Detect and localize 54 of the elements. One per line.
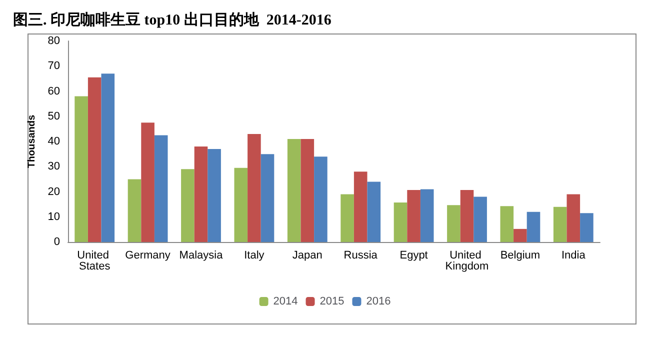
y-tick-label: 40 — [48, 136, 60, 148]
bar — [460, 190, 474, 242]
x-tick-label: India — [561, 250, 586, 262]
bar — [194, 146, 208, 242]
x-tick-label: Belgium — [500, 250, 540, 262]
y-tick-label: 0 — [54, 236, 60, 248]
x-tick-label: United Kingdom — [445, 250, 489, 272]
bar — [514, 228, 527, 242]
bar — [354, 172, 368, 242]
bar — [580, 213, 594, 242]
x-tick-label: Russia — [344, 250, 378, 262]
y-tick-label: 80 — [48, 35, 60, 47]
legend-label: 2016 — [366, 296, 391, 308]
y-tick-label: 20 — [48, 186, 60, 198]
bar — [407, 190, 420, 242]
legend-label: 2015 — [320, 296, 344, 308]
y-tick-label: 30 — [48, 160, 60, 173]
bar — [101, 74, 115, 242]
bar — [234, 168, 248, 242]
bar — [340, 194, 354, 242]
x-tick-label: United States — [77, 250, 112, 272]
bar — [526, 212, 540, 242]
bar — [553, 206, 567, 242]
bar — [260, 154, 274, 242]
bar — [181, 169, 194, 242]
bar — [248, 134, 261, 242]
bar — [420, 189, 434, 242]
chart-title: 图三. 印尼咖啡生豆 top10 出口目的地 2014-2016 — [13, 12, 332, 28]
bar — [128, 179, 142, 242]
bar — [394, 202, 408, 242]
bar — [474, 196, 487, 242]
y-tick-label: 50 — [48, 110, 60, 122]
bar — [300, 138, 314, 242]
x-tick-label: Italy — [244, 250, 265, 262]
bar — [208, 149, 221, 242]
legend-label: 2014 — [273, 296, 298, 308]
y-axis-title: Thousands — [26, 114, 38, 168]
y-tick-label: 10 — [48, 210, 60, 223]
x-tick-label: Japan — [292, 250, 322, 262]
bar — [141, 122, 154, 242]
bar — [367, 182, 381, 242]
bar — [88, 77, 102, 242]
bar — [500, 206, 514, 242]
bar — [314, 156, 328, 242]
bar — [154, 135, 168, 242]
x-tick-label: Egypt — [400, 250, 428, 262]
x-tick-label: Germany — [125, 250, 171, 262]
bar — [74, 96, 88, 242]
bar — [566, 194, 580, 242]
y-tick-label: 60 — [48, 85, 60, 98]
y-tick-label: 70 — [48, 60, 60, 72]
bar — [287, 138, 301, 242]
x-tick-label: Malaysia — [179, 250, 224, 262]
bar — [447, 205, 460, 242]
